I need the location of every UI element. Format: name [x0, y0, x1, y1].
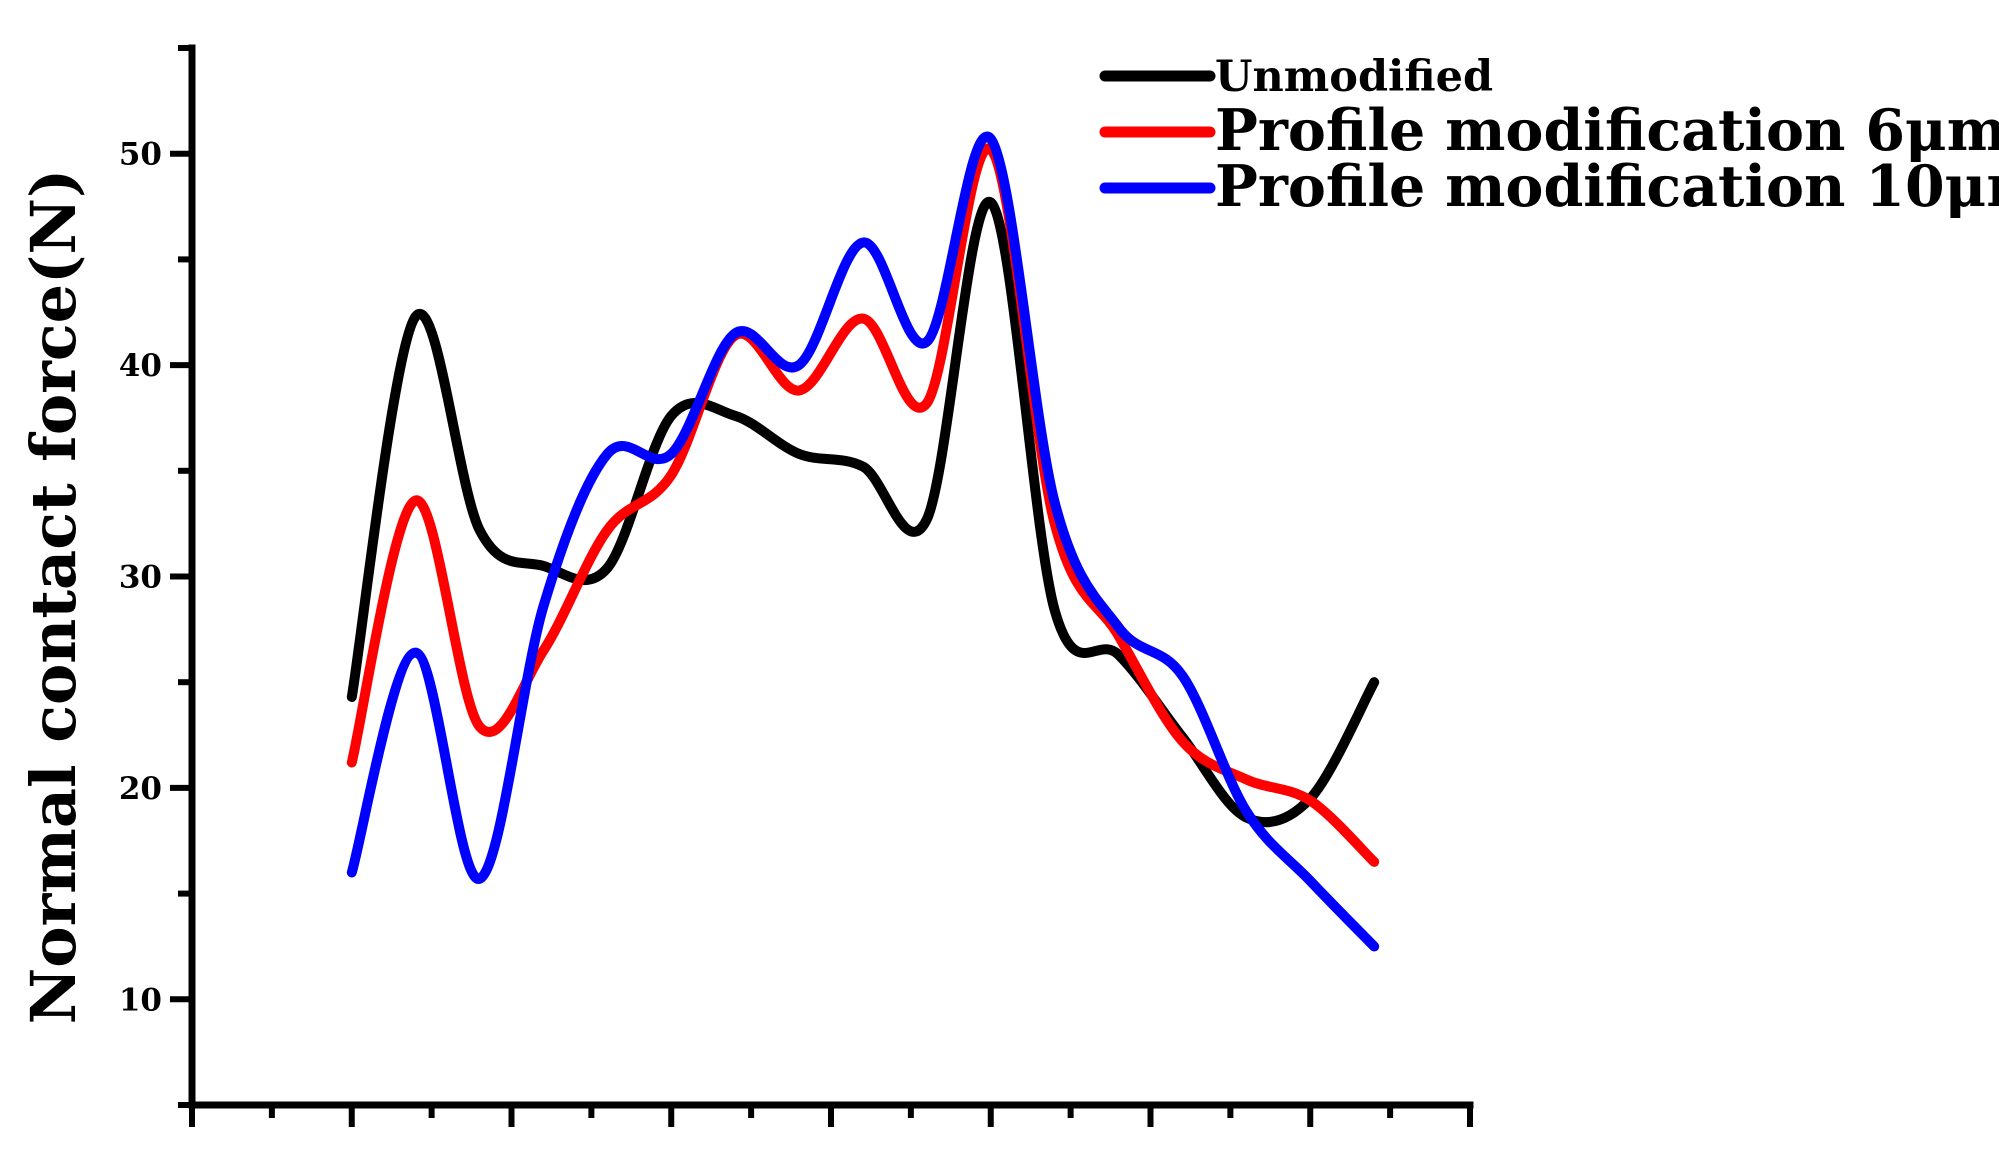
series-unmodified-line	[346, 197, 1380, 828]
series-modification-10um-line	[346, 131, 1380, 952]
axes-group: 10 20 30 40 50 Normal contact force(N)	[17, 44, 1474, 1127]
series-group	[346, 131, 1380, 952]
legend-label: Profile modification 10μm	[1215, 153, 1999, 220]
y-tick-label: 20	[119, 771, 162, 807]
legend-label: Unmodified	[1215, 52, 1493, 102]
y-tick-label: 50	[119, 137, 162, 173]
series-modification-6um-line	[346, 143, 1380, 867]
y-tick-label: 40	[119, 348, 162, 384]
y-tick-label: 30	[119, 560, 162, 596]
y-tick-label: 10	[119, 982, 162, 1018]
y-axis-title: Normal contact force(N)	[17, 169, 90, 1025]
legend-label: Profile modification 6μm	[1215, 97, 1999, 164]
